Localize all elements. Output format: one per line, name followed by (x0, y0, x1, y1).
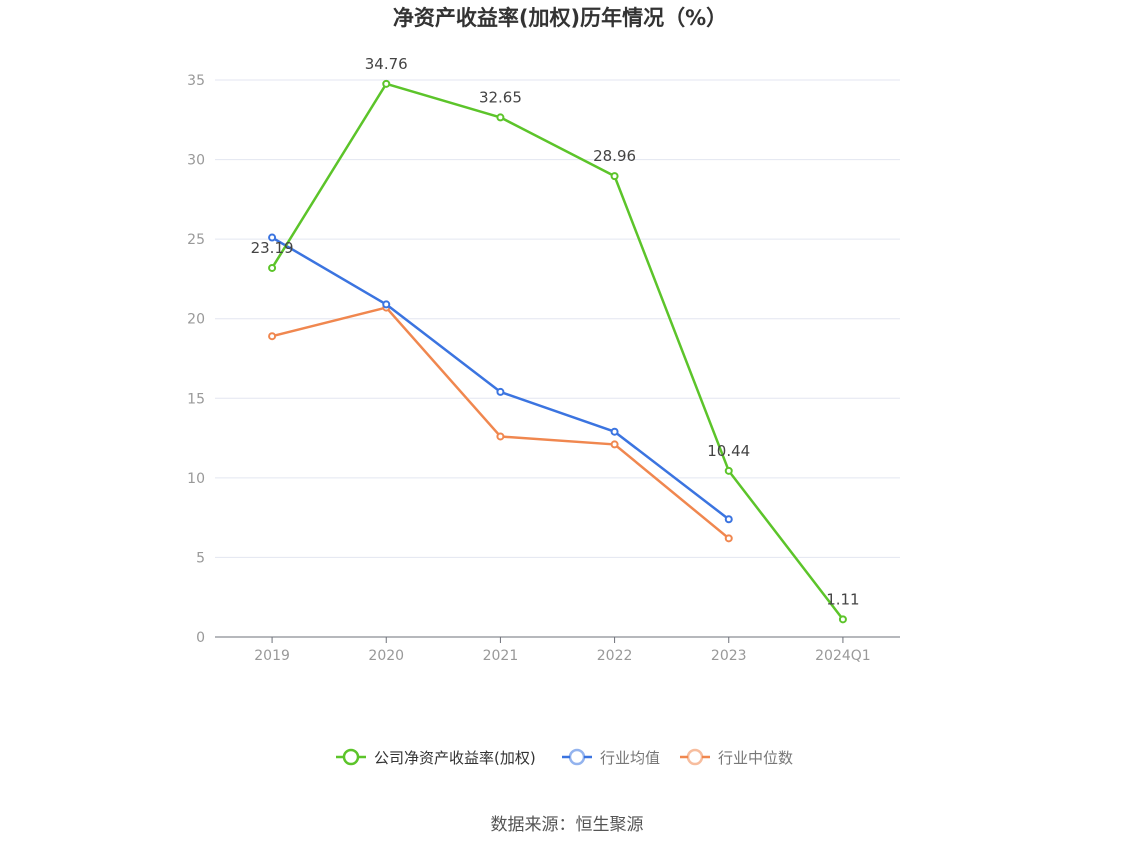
x-tick-label: 2020 (368, 648, 404, 664)
data-point[interactable] (268, 233, 277, 242)
x-tick-label: 2022 (597, 648, 633, 664)
data-point[interactable] (496, 113, 505, 122)
legend-item[interactable]: 公司净资产收益率(加权) (336, 748, 536, 767)
y-tick-label: 25 (187, 232, 205, 248)
data-point[interactable] (724, 534, 733, 543)
legend-item[interactable]: 行业中位数 (680, 748, 793, 767)
data-point[interactable] (382, 300, 391, 309)
legend-marker (342, 748, 360, 766)
y-tick-label: 0 (196, 630, 205, 646)
legend-label: 公司净资产收益率(加权) (374, 749, 536, 767)
x-tick-label: 2024Q1 (815, 648, 871, 664)
legend-label: 行业均值 (600, 749, 660, 767)
legend[interactable]: 公司净资产收益率(加权) 行业均值 行业中位数 (336, 748, 793, 767)
data-point[interactable] (724, 466, 733, 475)
y-tick-label: 5 (196, 550, 205, 566)
data-point[interactable] (496, 432, 505, 441)
y-tick-label: 20 (187, 312, 205, 328)
data-point[interactable] (610, 427, 619, 436)
data-point[interactable] (838, 615, 847, 624)
legend-item[interactable]: 行业均值 (562, 748, 660, 767)
data-point[interactable] (496, 387, 505, 396)
x-tick-label: 2023 (711, 648, 747, 664)
legend-marker (686, 748, 704, 766)
data-label: 34.76 (365, 55, 408, 73)
x-tick-label: 2019 (254, 648, 290, 664)
data-label: 1.11 (826, 590, 859, 608)
series-line (271, 82, 844, 621)
data-point[interactable] (610, 440, 619, 449)
source-note: 数据来源：恒生聚源 (491, 815, 644, 835)
series-layer (268, 79, 847, 624)
data-point[interactable] (268, 332, 277, 341)
data-point[interactable] (268, 263, 277, 272)
grid (215, 79, 900, 558)
legend-marker (568, 748, 586, 766)
y-axis-ticks: 0 5 10 15 20 25 30 35 (187, 73, 205, 646)
y-tick-label: 15 (187, 391, 205, 407)
data-point[interactable] (610, 172, 619, 181)
legend-label: 行业中位数 (718, 749, 793, 767)
x-tick-label: 2021 (483, 648, 519, 664)
y-tick-label: 30 (187, 153, 205, 169)
data-label: 10.44 (707, 442, 750, 460)
y-tick-label: 35 (187, 73, 205, 89)
data-point[interactable] (724, 515, 733, 524)
data-label: 28.96 (593, 147, 636, 165)
series-line (271, 236, 730, 521)
data-point[interactable] (382, 79, 391, 88)
data-label: 23.19 (251, 239, 294, 257)
y-tick-label: 10 (187, 471, 205, 487)
data-labels: 23.19 34.76 32.65 28.96 10.44 1.11 (251, 55, 860, 609)
chart-title: 净资产收益率(加权)历年情况（%） (393, 6, 727, 30)
series-line (271, 306, 730, 540)
x-axis: 2019 2020 2021 2022 2023 2024Q1 (215, 636, 900, 664)
data-label: 32.65 (479, 88, 522, 106)
